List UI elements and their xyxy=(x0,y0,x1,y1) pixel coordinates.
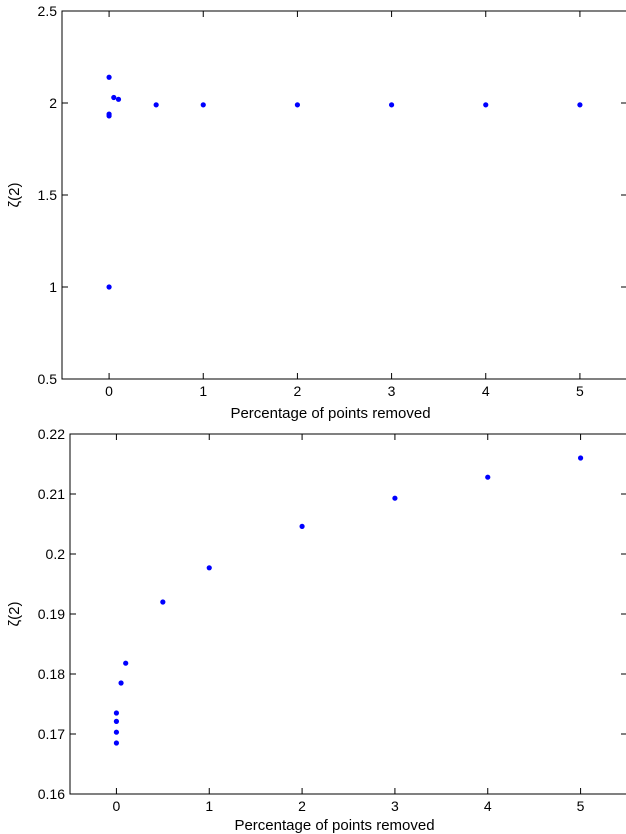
x-axis-label: Percentage of points removed xyxy=(230,405,430,422)
data-point xyxy=(113,710,120,716)
y-tick-label: 0.17 xyxy=(38,726,65,742)
data-point xyxy=(113,740,120,746)
x-tick-label: 4 xyxy=(482,383,490,399)
y-tick-label: 0.16 xyxy=(38,786,65,802)
x-tick-label: 0 xyxy=(105,383,113,399)
x-tick-label: 5 xyxy=(577,798,585,814)
y-axis-label: ζ(2) xyxy=(6,602,23,627)
plot-frame xyxy=(69,433,626,795)
data-point xyxy=(388,102,395,108)
x-tick-label: 1 xyxy=(199,383,207,399)
data-point xyxy=(111,94,117,101)
x-tick-label: 4 xyxy=(484,798,492,814)
x-tick-label: 1 xyxy=(205,798,213,814)
y-tick-label: 1.5 xyxy=(38,187,58,203)
x-tick-label: 0 xyxy=(113,798,121,814)
data-point xyxy=(200,102,206,108)
data-point xyxy=(115,96,122,102)
data-point xyxy=(123,660,129,666)
data-point xyxy=(153,102,159,108)
data-point xyxy=(106,74,112,80)
y-tick-label: 0.19 xyxy=(38,606,65,622)
y-tick-label: 1 xyxy=(49,279,57,295)
plot-frame xyxy=(61,10,626,380)
chart-1: 0 1 2 3 4 5 0.5 1 1.5 2 2.5 Percentage of points re… xyxy=(6,3,626,422)
y-tick-label: 0.21 xyxy=(38,486,65,502)
data-point xyxy=(106,284,112,290)
y-tick-label: 2 xyxy=(49,95,57,111)
data-point xyxy=(485,474,491,480)
y-tick-label: 0.5 xyxy=(38,371,58,387)
data-point xyxy=(577,455,584,461)
data-point xyxy=(483,102,489,108)
data-point xyxy=(206,565,212,571)
x-tick-label: 5 xyxy=(576,383,584,399)
y-tick-label: 0.22 xyxy=(38,426,65,442)
data-point xyxy=(113,729,120,735)
y-tick-label: 2.5 xyxy=(38,3,58,19)
data-point xyxy=(113,718,120,725)
data-point xyxy=(392,495,398,501)
chart-2: 0 1 2 3 4 5 0.16 0.17 0.18 0.19 0.2 0.21 0.22 Percent… xyxy=(6,426,626,834)
x-axis-label: Percentage of points removed xyxy=(234,817,434,834)
data-point xyxy=(160,599,166,605)
y-axis-label: ζ(2) xyxy=(6,183,23,208)
y-tick-label: 0.18 xyxy=(38,666,65,682)
data-point xyxy=(299,523,305,530)
data-point xyxy=(118,680,124,686)
data-point xyxy=(294,102,301,108)
data-point xyxy=(577,102,583,108)
x-tick-label: 3 xyxy=(391,798,399,814)
y-tick-label: 0.2 xyxy=(46,546,66,562)
data-point xyxy=(106,113,112,119)
x-tick-label: 2 xyxy=(298,798,306,814)
x-tick-label: 3 xyxy=(388,383,396,399)
x-tick-label: 2 xyxy=(294,383,302,399)
